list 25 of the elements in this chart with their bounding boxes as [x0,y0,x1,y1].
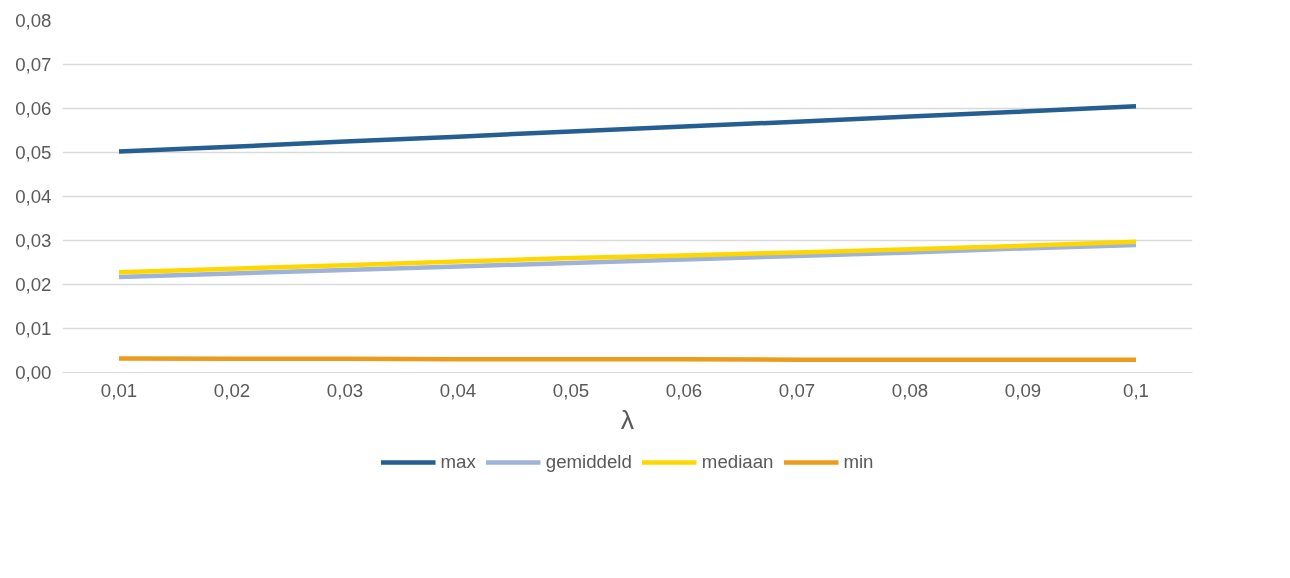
x-tick-label: 0,09 [1004,379,1042,401]
y-tick-label: 0,05 [15,142,52,163]
legend-label: min [843,451,874,473]
x-tick-label: 0,06 [665,379,703,401]
x-tick-label: 0,05 [552,379,590,401]
x-tick-label: 0,03 [326,379,364,401]
x-tick-label: 0,1 [1123,379,1149,401]
x-tick-label: 0,02 [213,379,251,401]
legend-label: gemiddeld [545,451,632,473]
y-tick-label: 0,03 [15,230,52,251]
x-tick-label: 0,04 [439,379,477,401]
x-tick-label: 0,08 [891,379,929,401]
x-tick-label: 0,07 [778,379,816,401]
x-axis-title: λ [620,404,635,435]
line-series [116,104,1139,154]
y-tick-label: 0,06 [15,98,52,119]
legend-label: mediaan [701,451,774,473]
y-tick-label: 0,07 [15,54,52,75]
y-tick-label: 0,08 [15,10,52,31]
y-tick-label: 0,04 [15,186,52,207]
y-tick-label: 0,00 [15,362,52,383]
y-tick-label: 0,01 [15,318,52,339]
legend-label: max [440,451,476,473]
y-tick-label: 0,02 [15,274,52,295]
x-tick-label: 0,01 [100,379,138,401]
